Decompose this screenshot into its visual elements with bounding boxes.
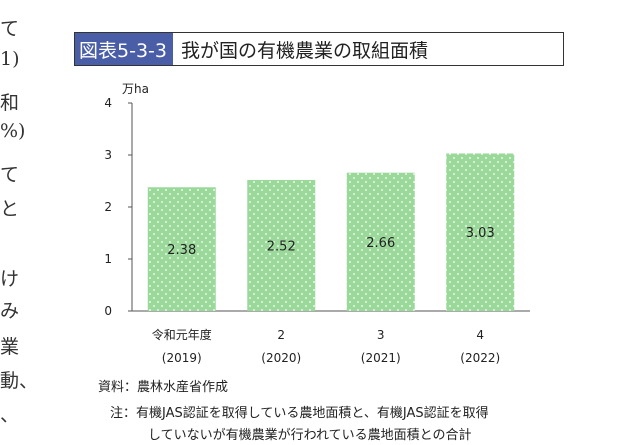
- x-category-year-label: (2022): [460, 351, 500, 365]
- y-axis-unit-label: 万ha: [122, 82, 149, 96]
- side-char: 1): [0, 48, 20, 70]
- y-tick-label: 2: [104, 200, 112, 214]
- x-category-label: 2: [277, 328, 285, 342]
- side-char: て: [0, 164, 20, 186]
- source-note: 資料：農林水産省作成: [98, 380, 229, 395]
- bar-value-label: 2.38: [167, 243, 196, 258]
- bar: [147, 187, 216, 311]
- figure-number: 図表5-3-3: [75, 33, 173, 65]
- x-category-year-label: (2020): [261, 351, 301, 365]
- bar: [247, 179, 316, 311]
- bar-value-label: 2.52: [267, 239, 296, 254]
- x-category-label: 令和元年度: [152, 327, 212, 342]
- y-tick-label: 1: [104, 252, 112, 266]
- side-char: け: [0, 268, 20, 290]
- x-category-year-label: (2021): [361, 351, 401, 365]
- side-char: て: [0, 18, 20, 40]
- figure-title: 我が国の有機農業の取組面積: [180, 39, 428, 62]
- bar-value-label: 2.66: [366, 236, 395, 251]
- side-char: と: [0, 198, 20, 220]
- side-char: 業: [0, 336, 20, 358]
- bar: [346, 172, 415, 311]
- x-category-label: 3: [377, 328, 385, 342]
- y-tick-label: 3: [104, 148, 112, 162]
- side-char: 、: [0, 404, 20, 426]
- y-tick-label: 0: [104, 304, 112, 318]
- x-category-label: 4: [476, 328, 484, 342]
- bar: [446, 153, 515, 311]
- x-category-year-label: (2019): [162, 351, 202, 365]
- side-char: 和: [0, 92, 20, 114]
- note-line-1: 注：有機JAS認証を取得している農地面積と、有機JAS認証を取得: [110, 406, 489, 421]
- side-char: み: [0, 300, 20, 322]
- side-char: %): [0, 120, 26, 142]
- side-char: 動、: [0, 370, 39, 392]
- bar-value-label: 3.03: [466, 226, 495, 241]
- y-tick-label: 4: [104, 96, 112, 110]
- figure-title-box: 図表5-3-3 我が国の有機農業の取組面積: [74, 32, 564, 66]
- note-line-2: していないが有機農業が行われている農地面積との合計: [148, 428, 472, 443]
